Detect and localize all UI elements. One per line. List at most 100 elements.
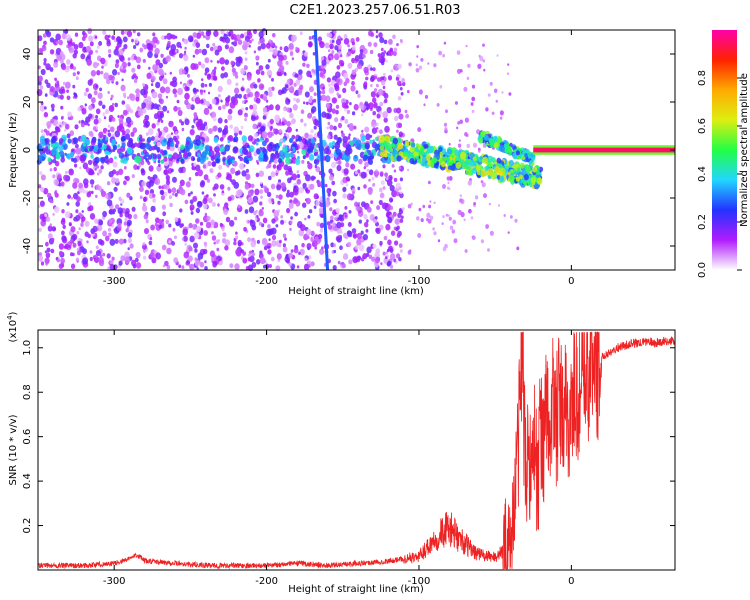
band-cell [535,170,540,175]
noise-cell [288,43,294,50]
carrier-cell [288,137,294,144]
noise-cell [397,63,402,69]
noise-cell [75,214,81,222]
carrier-cell [215,146,219,151]
noise-cell [68,46,75,54]
noise-cell [308,209,313,214]
noise-cell [259,257,266,265]
noise-cell [373,103,378,109]
band-cell [379,145,384,151]
noise-cell [77,250,81,256]
noise-cell [73,92,78,97]
noise-cell [192,32,198,38]
carrier-cell [145,143,151,150]
noise-cell [503,214,506,217]
noise-cell [365,229,369,233]
noise-cell [378,187,383,193]
noise-cell [234,87,240,95]
noise-cell [373,42,378,48]
noise-cell [306,63,310,68]
noise-cell [482,59,486,63]
noise-cell [254,188,260,196]
noise-cell [119,213,123,218]
noise-cell [122,36,128,43]
noise-cell [50,248,55,254]
noise-cell [324,42,330,49]
noise-cell [84,220,90,227]
noise-cell [69,223,72,227]
noise-cell [56,80,60,84]
noise-cell [185,181,191,188]
noise-cell [82,162,89,170]
noise-cell [175,131,178,135]
carrier-cell [246,144,250,149]
noise-cell [292,104,298,111]
noise-cell [304,91,310,98]
noise-cell [213,261,218,266]
noise-cell [122,92,127,97]
noise-cell [231,33,237,40]
noise-cell [199,221,204,226]
noise-cell [70,63,74,67]
colorbar-ticks: 0.00.20.40.60.8 [697,70,742,278]
noise-cell [190,191,193,195]
noise-cell [192,87,197,93]
noise-cell [148,128,154,136]
carrier-cell [368,158,373,165]
noise-cell [105,235,110,242]
noise-cell [288,202,294,209]
carrier-cell [295,138,299,142]
noise-cell [313,132,318,139]
noise-cell [192,42,196,47]
noise-cell [202,164,207,169]
noise-cell [375,227,381,234]
noise-cell [202,198,208,205]
noise-cell [107,124,111,128]
noise-cell [61,32,67,40]
noise-cell [310,129,314,134]
noise-cell [249,83,255,89]
noise-cell [245,99,248,103]
noise-cell [244,118,247,122]
noise-cell [334,117,339,123]
noise-cell [507,231,510,234]
noise-cell [113,48,119,56]
noise-cell [255,69,261,75]
noise-cell [338,94,342,99]
noise-cell [121,78,124,82]
carrier-cell [269,143,272,147]
noise-cell [321,89,326,95]
noise-cell [248,253,252,257]
noise-cell [103,116,107,120]
noise-cell [244,112,249,118]
snr-y-tick-label: 0.8 [22,384,33,400]
noise-cell [151,91,158,99]
noise-cell [150,224,156,231]
carrier-cell [334,141,341,150]
noise-cell [376,94,380,98]
noise-cell [142,242,146,246]
noise-cell [87,159,93,166]
noise-cell [295,128,298,132]
noise-cell [351,81,355,86]
noise-cell [87,79,93,86]
noise-cell [375,35,379,39]
band-cell [510,169,514,174]
noise-cell [370,91,376,98]
noise-cell [205,221,212,229]
noise-cell [208,128,213,134]
noise-cell [246,74,252,81]
noise-cell [405,113,409,119]
streak-line [313,29,330,271]
noise-cell [389,264,394,269]
carrier-cell [222,158,226,163]
noise-cell [286,107,291,113]
noise-cell [163,169,169,176]
noise-cell [399,177,403,182]
noise-cell [154,178,161,185]
chart-title: C2E1.2023.257.06.51.R03 [289,3,460,18]
noise-cell [447,181,450,185]
noise-cell [150,75,156,82]
noise-cell [44,257,50,264]
noise-cell [95,49,98,54]
